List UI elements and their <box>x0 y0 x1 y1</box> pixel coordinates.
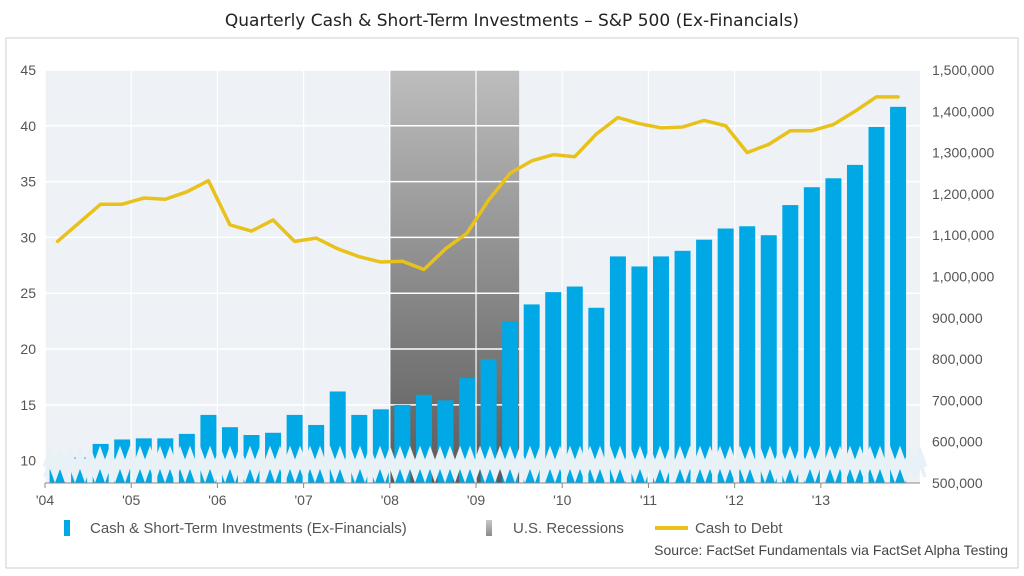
x-tick-label: '07 <box>294 492 312 508</box>
y-left-tick-label: 15 <box>20 397 36 413</box>
bar <box>502 321 519 483</box>
y-right-tick-label: 1,000,000 <box>932 269 994 285</box>
bar <box>480 359 497 483</box>
y-left-tick-label: 30 <box>20 229 36 245</box>
chart-frame <box>5 37 1019 569</box>
x-tick-label: '06 <box>208 492 226 508</box>
cash-to-debt-line <box>55 95 900 272</box>
bar <box>523 304 540 483</box>
x-tick-label: '05 <box>122 492 140 508</box>
line-series <box>55 95 900 272</box>
x-tick-label: '08 <box>381 492 399 508</box>
axis-break-wave <box>42 445 928 475</box>
bar <box>782 205 799 483</box>
y-left-tick-label: 25 <box>20 285 36 301</box>
bar <box>609 256 626 483</box>
x-tick-label: '12 <box>726 492 744 508</box>
y-right-tick-label: 1,300,000 <box>932 145 994 161</box>
bar <box>739 226 756 483</box>
y-left-tick-label: 45 <box>20 62 36 78</box>
axes: '04 '05 '06 '07 '08 '09 '10 '11 '12 '13 45 40 35 30 25… <box>20 62 994 508</box>
y-left-tick-label: 35 <box>20 174 36 190</box>
y-right-tick-label: 800,000 <box>932 351 983 367</box>
bar <box>674 250 691 483</box>
y-right-tick-label: 1,100,000 <box>932 227 994 243</box>
chart-title: Quarterly Cash & Short-Term Investments … <box>225 11 799 31</box>
y-left-tick-label: 40 <box>20 118 36 134</box>
x-tick-label: '11 <box>640 492 657 508</box>
bar <box>696 239 713 483</box>
y-right-tick-label: 700,000 <box>932 392 983 408</box>
bar <box>545 292 562 483</box>
y-left-tick-label: 20 <box>20 341 36 357</box>
bar <box>566 286 583 483</box>
source-note: Source: FactSet Fundamentals via FactSet… <box>654 542 1008 558</box>
y-left-tick-label: 10 <box>20 453 36 469</box>
bar <box>868 126 885 483</box>
legend-swatch-cash <box>64 520 70 536</box>
axis-break-wave <box>43 457 927 483</box>
y-right-tick-label: 1,200,000 <box>932 186 994 202</box>
recession-shading <box>389 70 520 483</box>
y-right-tick-label: 1,500,000 <box>932 62 994 78</box>
bar <box>653 256 669 483</box>
x-tick-label: '10 <box>553 492 571 508</box>
recession-band <box>389 70 520 483</box>
legend-label-recession: U.S. Recessions <box>513 520 624 537</box>
x-tick-label: '09 <box>467 492 485 508</box>
legend-label-cash: Cash & Short-Term Investments (Ex-Financ… <box>90 520 407 537</box>
y-right-tick-label: 600,000 <box>932 434 983 450</box>
bar <box>760 235 777 483</box>
y-right-tick-label: 900,000 <box>932 310 983 326</box>
bar <box>803 187 820 483</box>
bar <box>890 106 907 483</box>
legend: Cash & Short-Term Investments (Ex-Financ… <box>64 520 783 537</box>
x-tick-label: '13 <box>812 492 830 508</box>
legend-swatch-recession <box>486 520 492 536</box>
bar <box>846 164 863 484</box>
bar-base-pattern <box>42 445 928 483</box>
bar <box>631 266 648 483</box>
y-right-tick-label: 1,400,000 <box>932 103 994 119</box>
x-tick-label: '04 <box>36 492 54 508</box>
bar <box>717 228 734 483</box>
y-right-tick-label: 500,000 <box>932 475 983 491</box>
legend-label-cash-to-debt: Cash to Debt <box>695 520 783 537</box>
bar <box>588 307 605 483</box>
bar <box>825 178 842 483</box>
